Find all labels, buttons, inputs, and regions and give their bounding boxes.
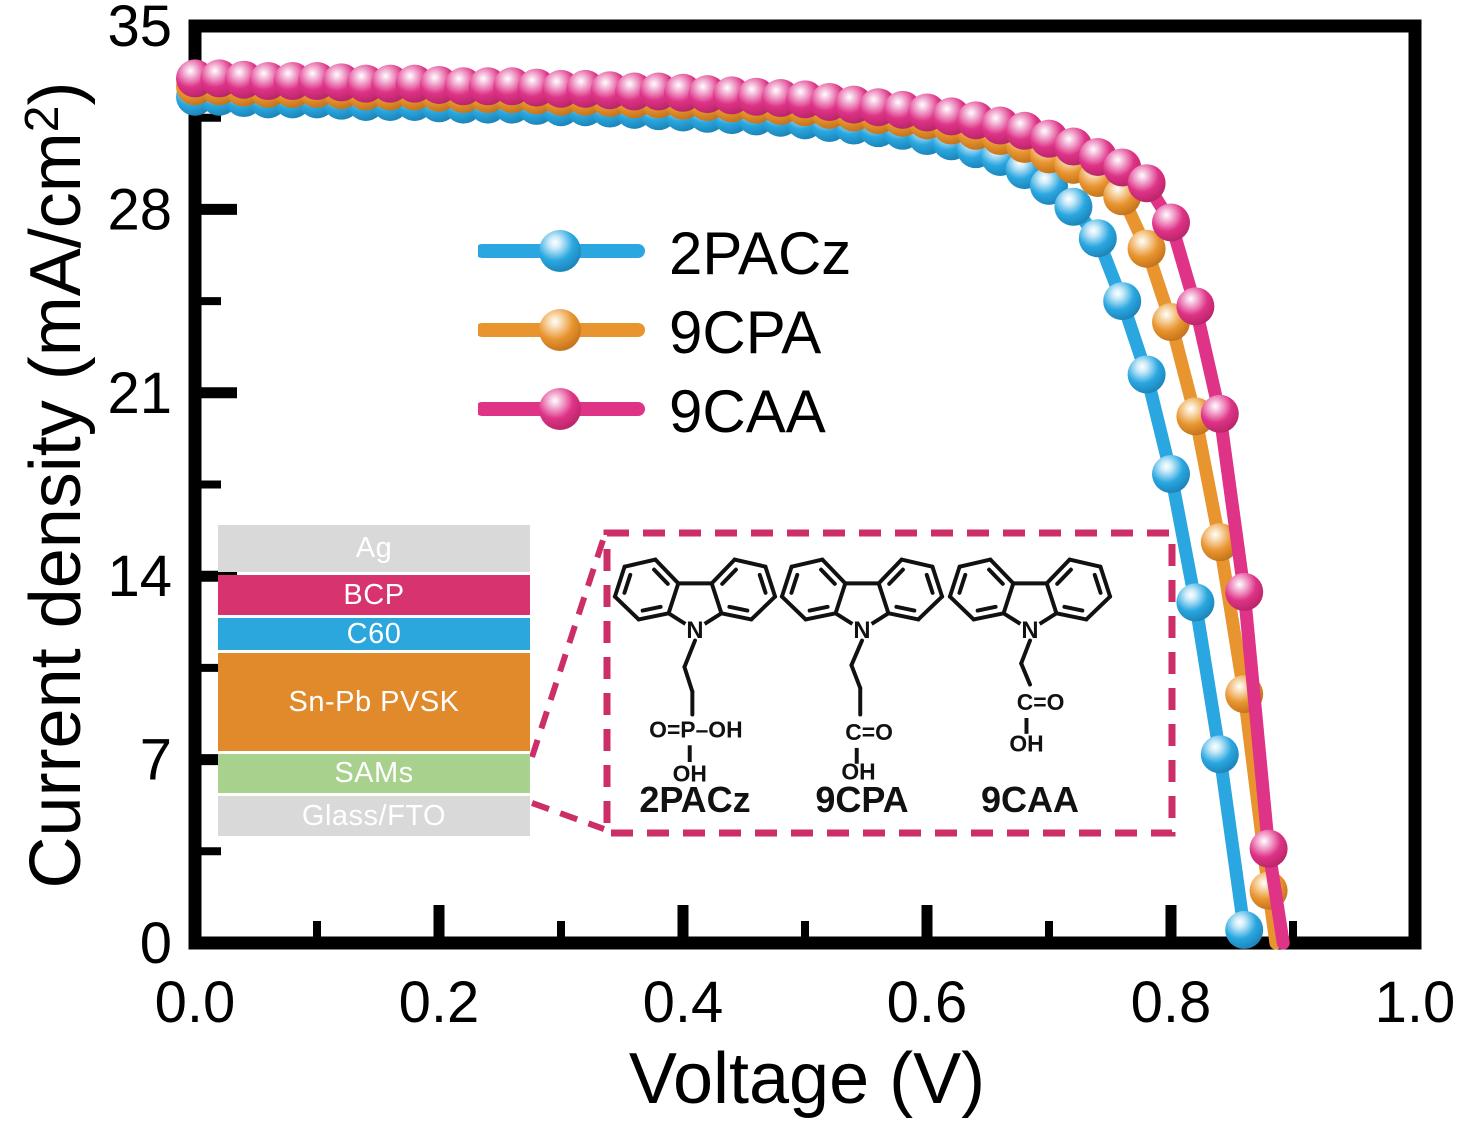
legend-label-9cpa: 9CPA bbox=[669, 298, 822, 366]
data-point-marker bbox=[1200, 523, 1239, 562]
device-stack-inset: Ag BCP C60 Sn-Pb PVSK SAMs Glass/FTO bbox=[218, 525, 530, 836]
stack-layer-glass-fto: Glass/FTO bbox=[218, 796, 530, 836]
x-tick-label: 0.0 bbox=[155, 970, 236, 1035]
molecule-name-9cpa: 9CPA bbox=[815, 779, 908, 820]
acid-group-label: O=P–OH bbox=[649, 716, 742, 742]
hydroxyl-label: OH bbox=[841, 759, 875, 785]
acid-group-label: C=O bbox=[1017, 689, 1065, 715]
nitrogen-atom-label: N bbox=[686, 617, 703, 644]
molecule-name-9caa: 9CAA bbox=[981, 779, 1079, 820]
hydroxyl-label: OH bbox=[1009, 730, 1043, 756]
y-tick-label: 21 bbox=[107, 361, 172, 426]
stack-layer-bcp: BCP bbox=[218, 575, 530, 615]
data-point-marker bbox=[1225, 910, 1264, 949]
y-axis-title: Current density (mA/cm2) bbox=[16, 82, 96, 889]
hydroxyl-label: OH bbox=[673, 760, 707, 786]
x-tick-label: 1.0 bbox=[1375, 970, 1456, 1035]
y-tick-label: 35 bbox=[107, 0, 172, 59]
molecule-2pacz: N O=P–OH OH bbox=[612, 557, 778, 786]
x-tick-label: 0.4 bbox=[643, 970, 724, 1035]
stack-layer-label: Sn-Pb PVSK bbox=[288, 685, 460, 718]
legend-item-9cpa: 9CPA bbox=[475, 293, 851, 372]
legend-marker-9caa-icon bbox=[475, 380, 653, 443]
callout-line-top bbox=[529, 536, 607, 758]
stack-layer-label: SAMs bbox=[334, 757, 414, 789]
legend-marker-svg bbox=[475, 388, 645, 430]
stack-layer-sn-pb-pvsk: Sn-Pb PVSK bbox=[218, 653, 530, 751]
data-point-marker bbox=[1176, 583, 1215, 622]
legend-marker-svg bbox=[475, 230, 645, 272]
data-point-marker bbox=[1152, 203, 1190, 242]
data-point-marker bbox=[1054, 187, 1093, 226]
y-tick-label: 14 bbox=[107, 544, 172, 609]
data-point-marker bbox=[1225, 572, 1264, 611]
x-axis-title: Voltage (V) bbox=[629, 1039, 985, 1119]
legend-label-2pacz: 2PACz bbox=[669, 219, 852, 287]
nitrogen-atom-label: N bbox=[853, 617, 870, 644]
data-point-marker bbox=[1249, 829, 1288, 868]
data-point-marker bbox=[1127, 229, 1166, 268]
legend-item-2pacz: 2PACz bbox=[475, 214, 852, 293]
stack-layer-sams: SAMs bbox=[218, 754, 530, 793]
legend-item-9caa: 9CAA bbox=[475, 372, 851, 451]
chart-legend: 2PACz 9CPA 9CAA bbox=[475, 214, 852, 451]
molecule-name-2pacz: 2PACz bbox=[639, 779, 750, 820]
data-point-marker bbox=[1152, 455, 1190, 494]
stack-layer-label: C60 bbox=[346, 617, 402, 650]
data-point-marker bbox=[1176, 287, 1215, 326]
data-point-marker bbox=[1127, 355, 1166, 394]
nitrogen-atom-label: N bbox=[1021, 617, 1038, 644]
data-point-marker bbox=[1200, 394, 1239, 433]
stack-layer-c60: C60 bbox=[218, 618, 530, 650]
x-tick-label: 0.2 bbox=[399, 970, 480, 1035]
plot-frame bbox=[188, 19, 1422, 950]
data-point-marker bbox=[1103, 282, 1142, 321]
acid-group-label: C=O bbox=[845, 719, 893, 745]
stack-layer-label: Ag bbox=[355, 532, 393, 564]
y-tick-label: 0 bbox=[140, 911, 172, 976]
data-point-marker bbox=[1127, 164, 1166, 203]
stack-layer-label: BCP bbox=[343, 578, 405, 611]
y-tick-label: 28 bbox=[107, 177, 172, 242]
x-tick-label: 0.8 bbox=[1131, 970, 1212, 1035]
tick-labels: 0.0 0.2 0.4 0.6 0.8 1.0 0 7 14 21 28 35 bbox=[107, 0, 1455, 1035]
data-point-marker bbox=[1200, 735, 1239, 774]
molecule-9caa: N C=O OH bbox=[947, 557, 1113, 756]
legend-marker-svg bbox=[475, 309, 645, 351]
callout-line-bottom bbox=[530, 800, 606, 832]
legend-marker-2pacz-icon bbox=[475, 222, 653, 285]
molecule-9cpa: N C=O OH bbox=[779, 557, 945, 785]
legend-label-9caa: 9CAA bbox=[669, 377, 826, 445]
stack-layer-label: Glass/FTO bbox=[301, 799, 447, 832]
legend-marker-9cpa-icon bbox=[475, 301, 653, 364]
stack-layer-ag: Ag bbox=[218, 525, 530, 572]
series-9caa bbox=[176, 59, 1290, 950]
data-point-marker bbox=[1078, 219, 1117, 258]
x-tick-label: 0.6 bbox=[887, 970, 968, 1035]
y-tick-label: 7 bbox=[140, 728, 172, 793]
